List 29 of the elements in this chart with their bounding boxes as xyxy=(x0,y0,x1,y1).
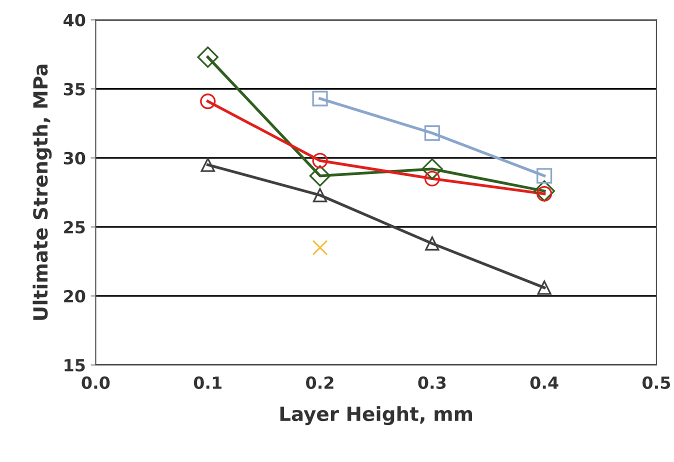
point xyxy=(425,236,440,251)
y-tick-label: 40 xyxy=(64,14,86,26)
point xyxy=(200,158,215,172)
point xyxy=(424,125,440,141)
y-tick-label: 30 xyxy=(64,152,86,164)
x-tick-label: 0.2 xyxy=(306,376,334,389)
point xyxy=(536,168,552,184)
x-tick-label: 0.4 xyxy=(530,376,558,389)
point xyxy=(312,90,328,106)
point xyxy=(200,94,216,110)
x-tick-label: 0.0 xyxy=(82,376,110,389)
point xyxy=(312,188,328,202)
point xyxy=(312,152,328,168)
x-tick-label: 0.3 xyxy=(418,376,446,389)
point xyxy=(422,158,443,180)
y-tick-label: 15 xyxy=(64,359,85,372)
y-axis-title: Ultimate Strength, MPa xyxy=(32,64,52,320)
point xyxy=(309,165,331,187)
x-tick-label: 0.5 xyxy=(642,376,670,389)
y-tick-label: 20 xyxy=(64,290,86,303)
point xyxy=(534,180,555,202)
y-tick-label: 25 xyxy=(64,220,85,234)
point xyxy=(424,170,440,186)
y-tick-label: 35 xyxy=(64,82,85,96)
point xyxy=(312,240,328,256)
x-axis-title: Layer Height, mm xyxy=(280,406,472,426)
point xyxy=(537,280,552,295)
x-tick-label: 0.1 xyxy=(194,376,222,389)
point xyxy=(197,46,219,68)
